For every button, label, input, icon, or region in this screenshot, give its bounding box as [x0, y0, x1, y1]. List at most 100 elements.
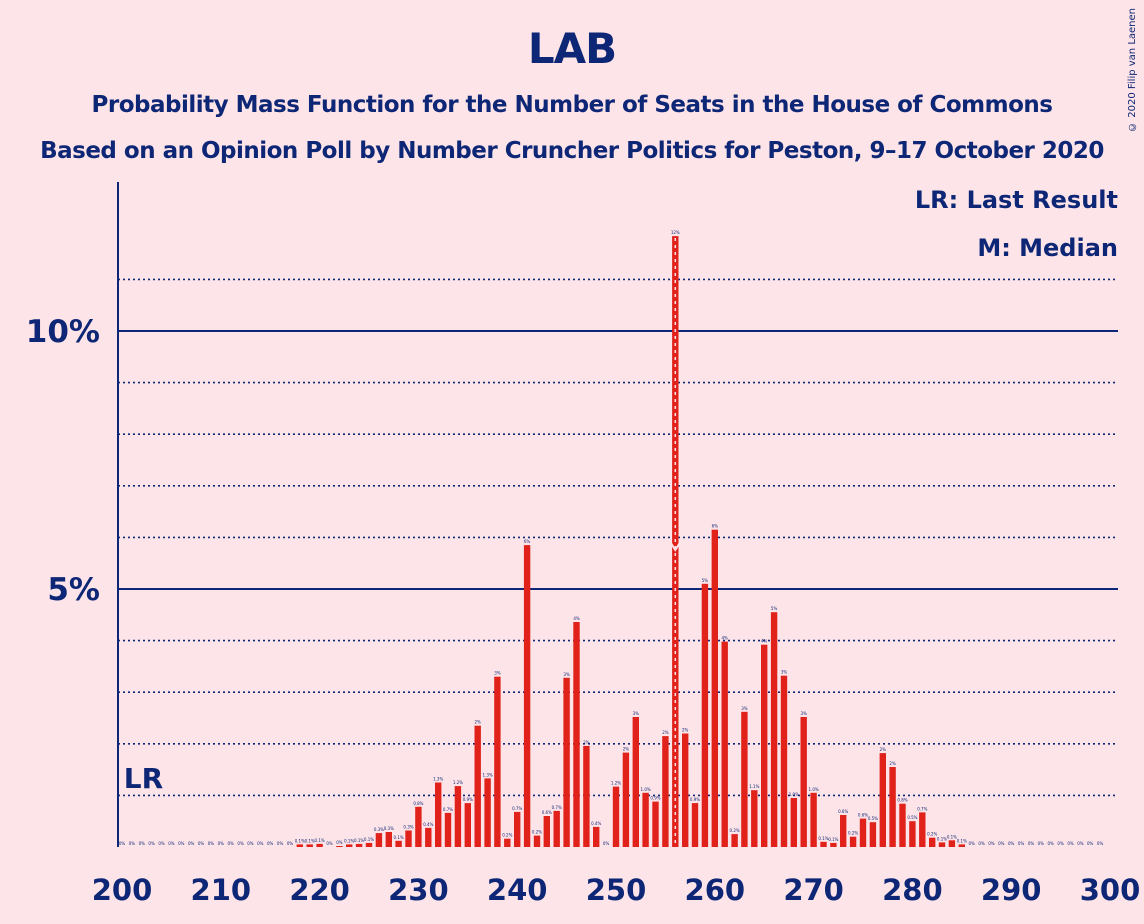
bar	[622, 752, 630, 847]
data-label: 0.1%	[394, 835, 404, 840]
bar	[958, 844, 965, 847]
data-label: 5%	[702, 578, 709, 583]
data-label: 3%	[633, 711, 640, 716]
bar	[701, 583, 709, 847]
data-label: 0.9%	[690, 797, 700, 802]
data-label: 0%	[326, 841, 333, 846]
bar	[929, 837, 936, 847]
data-label: 2%	[583, 740, 590, 745]
bar	[849, 836, 857, 847]
y-tick-label: 10%	[26, 314, 100, 350]
data-label: 0.4%	[423, 822, 433, 827]
data-label: 0.1%	[295, 838, 305, 843]
data-label: 0.1%	[957, 838, 967, 843]
data-label: 0.5%	[907, 815, 917, 820]
grid-lines	[118, 278, 1118, 797]
bar	[840, 815, 847, 847]
data-label: 6%	[712, 524, 719, 529]
bar	[405, 830, 412, 847]
bar	[296, 844, 303, 847]
bar	[563, 677, 570, 847]
data-label: 0%	[218, 841, 225, 846]
data-label: 2%	[475, 720, 482, 725]
data-label: 0%	[1008, 841, 1015, 846]
bar	[642, 792, 649, 847]
data-label: 0.1%	[818, 836, 828, 841]
bar-series	[296, 236, 965, 848]
data-label: 2%	[880, 747, 887, 752]
bar	[859, 818, 867, 847]
data-label: 0.3%	[374, 827, 384, 832]
data-label: 1.0%	[809, 787, 819, 792]
data-label: 2%	[623, 747, 630, 752]
x-tick-label: 250	[586, 873, 647, 907]
data-label: 6%	[524, 539, 531, 544]
bar	[741, 711, 748, 847]
data-label: 0%	[208, 841, 215, 846]
bar	[820, 841, 827, 847]
bar	[316, 843, 323, 847]
bar	[780, 675, 788, 847]
bar	[444, 812, 452, 847]
data-label: 0.9%	[650, 796, 660, 801]
x-tick-label: 280	[882, 873, 943, 907]
bar	[889, 767, 896, 847]
data-label: 0.8%	[897, 798, 907, 803]
data-labels: 0% 0% 0% 0% 0% 0% 0% 0% 0% 0% 0% 0% 0% 0% 0% 0% 0% 0%0.1%…	[119, 230, 1104, 846]
data-label: 0%	[277, 841, 284, 846]
data-label: 1.3%	[433, 777, 443, 782]
data-label: 0%	[1048, 841, 1055, 846]
y-tick-labels: 5% 10%	[26, 314, 100, 608]
bar	[790, 798, 797, 847]
bar	[523, 545, 531, 847]
bar	[948, 840, 956, 847]
bar	[721, 641, 728, 847]
bar	[830, 842, 837, 847]
bar	[682, 733, 689, 847]
bar	[662, 736, 669, 847]
x-tick-labels: 200 210 220 230 240 250 260 270 280 290 300	[92, 873, 1141, 907]
bar	[593, 826, 600, 847]
bar	[425, 827, 432, 847]
data-label: 0%	[1038, 841, 1045, 846]
bar	[770, 612, 778, 847]
data-label: 1.0%	[789, 792, 799, 797]
data-label: 1.3%	[483, 772, 493, 777]
data-label: 0.7%	[552, 805, 562, 810]
bar	[346, 844, 353, 847]
data-label: 0%	[257, 841, 264, 846]
data-label: 0.3%	[403, 825, 413, 830]
data-label: 0.2%	[730, 828, 740, 833]
bar	[909, 821, 916, 847]
data-label: 0%	[158, 841, 165, 846]
bar	[583, 745, 590, 847]
y-tick-label: 5%	[47, 572, 100, 608]
data-label: 0.2%	[848, 831, 858, 836]
data-label: 0.2%	[532, 830, 542, 835]
data-label: 0%	[168, 841, 175, 846]
legend-median: M: Median	[977, 234, 1118, 262]
bar	[415, 806, 422, 847]
data-label: 0.4%	[591, 821, 601, 826]
data-label: 0%	[198, 841, 205, 846]
bar	[691, 803, 699, 847]
data-label: 0%	[1057, 841, 1064, 846]
data-label: 0%	[148, 841, 155, 846]
x-tick-label: 220	[289, 873, 350, 907]
bar	[751, 790, 758, 847]
bar	[573, 622, 580, 847]
data-label: 0.1%	[947, 834, 957, 839]
data-label: 0.1%	[937, 836, 947, 841]
data-label: 0.6%	[858, 813, 868, 818]
data-label: 4%	[761, 639, 768, 644]
data-label: 0.7%	[443, 807, 453, 812]
data-label: 3%	[494, 671, 501, 676]
data-label: 3%	[741, 706, 748, 711]
bar	[761, 644, 768, 847]
bar	[533, 835, 541, 847]
data-label: 0.1%	[354, 838, 364, 843]
data-label: 0%	[228, 841, 235, 846]
x-tick-label: 260	[685, 873, 746, 907]
data-label: 0%	[603, 841, 610, 846]
